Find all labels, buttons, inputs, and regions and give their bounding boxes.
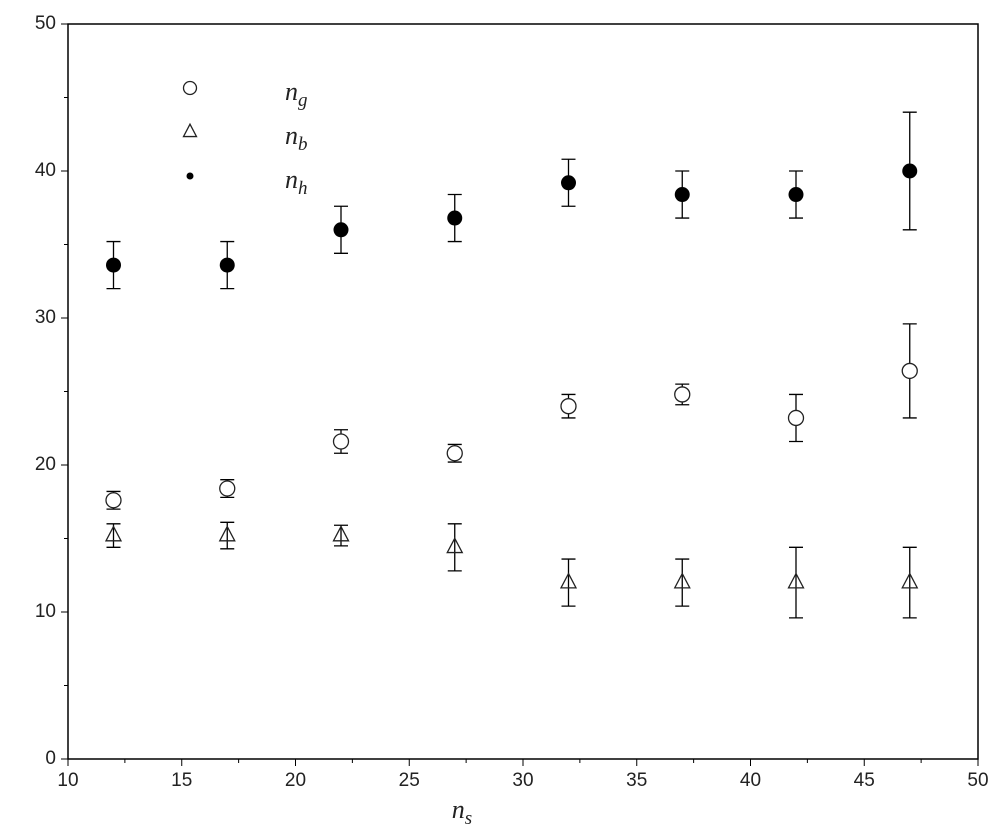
point	[674, 386, 691, 403]
point	[333, 222, 349, 238]
point	[106, 257, 121, 273]
point	[902, 163, 918, 179]
legend-marker	[182, 122, 198, 138]
y-tick-label: 40	[35, 160, 56, 181]
x-tick-label: 15	[171, 770, 192, 791]
x-tick-label: 50	[967, 770, 988, 791]
x-axis-label: ns	[452, 795, 472, 829]
x-tick-label: 35	[626, 770, 647, 791]
point	[561, 175, 576, 191]
legend-marker	[186, 172, 194, 180]
x-tick-label: 40	[740, 770, 761, 791]
point	[788, 187, 804, 203]
x-tick-label: 10	[57, 770, 78, 791]
y-tick-label: 30	[35, 307, 56, 328]
y-tick-label: 10	[35, 601, 56, 622]
point	[674, 187, 690, 203]
point	[446, 445, 463, 462]
error-bar	[675, 558, 690, 607]
point	[787, 409, 805, 427]
error-bar	[561, 558, 576, 607]
x-tick-label: 20	[285, 770, 306, 791]
plot-frame	[67, 23, 979, 760]
x-tick-label: 25	[399, 770, 420, 791]
point	[560, 398, 577, 415]
point	[673, 572, 691, 589]
point	[219, 480, 236, 497]
point	[104, 525, 123, 542]
y-tick-label: 50	[35, 13, 56, 34]
point	[105, 492, 122, 509]
point	[219, 257, 235, 273]
y-tick-label: 20	[35, 454, 56, 475]
point	[332, 525, 350, 542]
point	[218, 525, 236, 542]
x-tick-label: 30	[512, 770, 533, 791]
x-tick-label: 45	[854, 770, 875, 791]
point	[901, 572, 919, 589]
error-bar	[902, 546, 917, 619]
point	[332, 433, 350, 450]
legend-label: nh	[285, 165, 308, 199]
legend-marker	[182, 80, 198, 96]
error-bar	[789, 546, 803, 619]
error-bar	[447, 523, 462, 572]
point	[446, 536, 464, 554]
point	[447, 210, 463, 226]
point	[559, 572, 578, 589]
legend-label: nb	[285, 121, 308, 155]
point	[787, 572, 805, 589]
y-tick-label: 0	[45, 748, 56, 769]
point	[901, 362, 918, 380]
legend-label: ng	[285, 77, 308, 111]
